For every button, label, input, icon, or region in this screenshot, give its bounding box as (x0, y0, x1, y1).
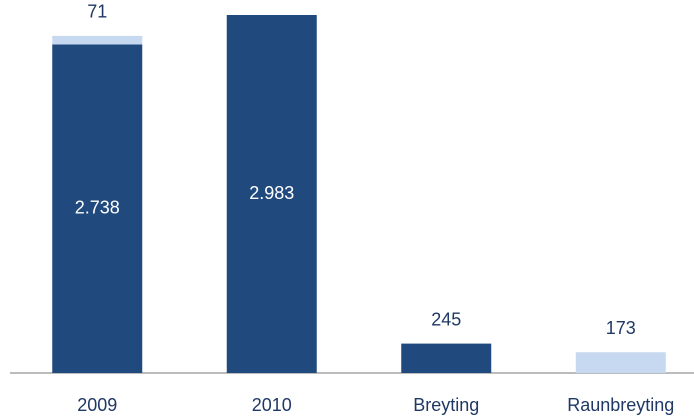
x-tick-label: Breyting (413, 395, 479, 415)
bar-segment (52, 35, 143, 45)
bar-segment (575, 352, 666, 373)
data-label: 173 (606, 318, 636, 338)
bar-segment (226, 15, 317, 373)
bar-segment (401, 343, 492, 373)
data-label: 2.983 (249, 183, 294, 203)
data-label: 2.738 (75, 197, 120, 217)
x-tick-label: 2009 (77, 395, 117, 415)
data-label: 71 (87, 2, 107, 22)
data-label: 245 (431, 309, 461, 329)
x-tick-label: 2010 (252, 395, 292, 415)
x-tick-label: Raunbreyting (567, 395, 674, 415)
bar-segment (52, 44, 143, 373)
